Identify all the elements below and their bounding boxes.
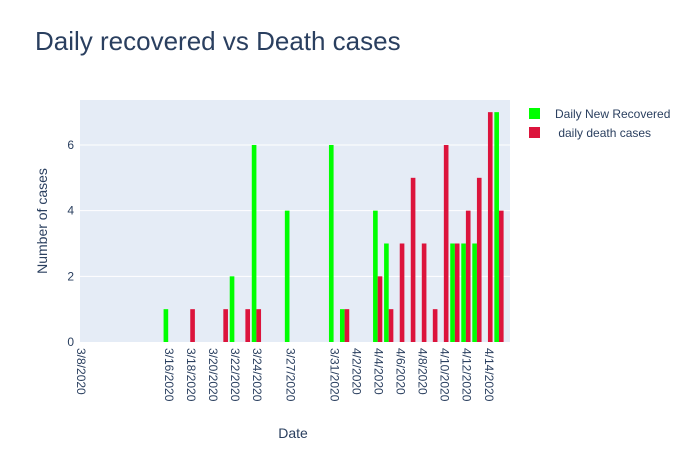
bar-deaths[interactable] bbox=[223, 309, 228, 342]
gridlines bbox=[80, 144, 510, 277]
bar-deaths[interactable] bbox=[498, 210, 504, 342]
x-tick-label: 3/31/2020 bbox=[327, 348, 341, 402]
bar-deaths[interactable] bbox=[256, 309, 262, 342]
bar-deaths[interactable] bbox=[421, 243, 427, 342]
bar-deaths[interactable] bbox=[377, 276, 383, 342]
bar-deaths[interactable] bbox=[399, 243, 405, 342]
bar-recovered[interactable] bbox=[450, 243, 455, 342]
bar-deaths[interactable] bbox=[454, 243, 460, 342]
bar-deaths[interactable] bbox=[190, 309, 195, 342]
plot-background bbox=[80, 100, 510, 342]
x-tick-label: 4/8/2020 bbox=[416, 348, 430, 395]
x-axis-ticks: 3/8/2020 3/16/2020 3/18/2020 3/20/2020 3/22/… bbox=[74, 348, 496, 402]
chart-title: Daily recovered vs Death cases bbox=[35, 26, 401, 56]
x-tick-label: 3/16/2020 bbox=[162, 348, 176, 402]
bar-recovered[interactable] bbox=[384, 243, 389, 342]
bars bbox=[163, 112, 504, 342]
x-tick-label: 3/27/2020 bbox=[283, 348, 297, 402]
legend-label-deaths[interactable]: daily death cases bbox=[555, 126, 651, 140]
bar-recovered[interactable] bbox=[163, 309, 169, 342]
y-tick-label: 2 bbox=[67, 269, 74, 283]
x-tick-label: 4/14/2020 bbox=[482, 348, 496, 402]
bar-deaths[interactable] bbox=[388, 309, 394, 342]
bar-deaths[interactable] bbox=[487, 112, 493, 342]
bar-recovered[interactable] bbox=[494, 112, 499, 342]
bar-recovered[interactable] bbox=[284, 210, 290, 342]
x-tick-label: 4/2/2020 bbox=[349, 348, 363, 395]
legend: Daily New Recovered daily death cases bbox=[529, 107, 670, 140]
y-axis-title: Number of cases bbox=[34, 168, 50, 274]
x-tick-label: 4/12/2020 bbox=[460, 348, 474, 402]
x-tick-label: 3/8/2020 bbox=[74, 348, 88, 395]
bar-recovered[interactable] bbox=[251, 144, 257, 342]
legend-label-recovered[interactable]: Daily New Recovered bbox=[555, 107, 670, 121]
x-tick-label: 3/18/2020 bbox=[184, 348, 198, 402]
bar-deaths[interactable] bbox=[410, 177, 416, 342]
legend-swatch-recovered[interactable] bbox=[529, 108, 540, 119]
y-tick-label: 6 bbox=[67, 138, 74, 152]
bar-recovered[interactable] bbox=[339, 309, 345, 342]
bar-deaths[interactable] bbox=[465, 210, 471, 342]
bar-recovered[interactable] bbox=[229, 276, 235, 342]
bar-recovered[interactable] bbox=[328, 144, 334, 342]
bar-recovered[interactable] bbox=[461, 243, 466, 342]
bar-recovered[interactable] bbox=[373, 210, 378, 342]
x-tick-label: 3/20/2020 bbox=[206, 348, 220, 402]
bar-deaths[interactable] bbox=[432, 309, 438, 342]
legend-swatch-deaths[interactable] bbox=[529, 127, 540, 138]
bar-recovered[interactable] bbox=[472, 243, 477, 342]
x-tick-label: 3/24/2020 bbox=[250, 348, 264, 402]
bar-deaths[interactable] bbox=[344, 309, 350, 342]
bar-deaths[interactable] bbox=[476, 177, 482, 342]
x-axis-title: Date bbox=[278, 425, 308, 441]
bar-deaths[interactable] bbox=[443, 144, 449, 342]
x-tick-label: 4/10/2020 bbox=[438, 348, 452, 402]
y-tick-label: 4 bbox=[67, 204, 74, 218]
bar-deaths[interactable] bbox=[245, 309, 251, 342]
y-axis-ticks: 0 2 4 6 bbox=[67, 138, 74, 349]
x-tick-label: 3/22/2020 bbox=[228, 348, 242, 402]
x-tick-label: 4/6/2020 bbox=[394, 348, 408, 395]
y-tick-label: 0 bbox=[67, 335, 74, 349]
x-tick-label: 4/4/2020 bbox=[372, 348, 386, 395]
